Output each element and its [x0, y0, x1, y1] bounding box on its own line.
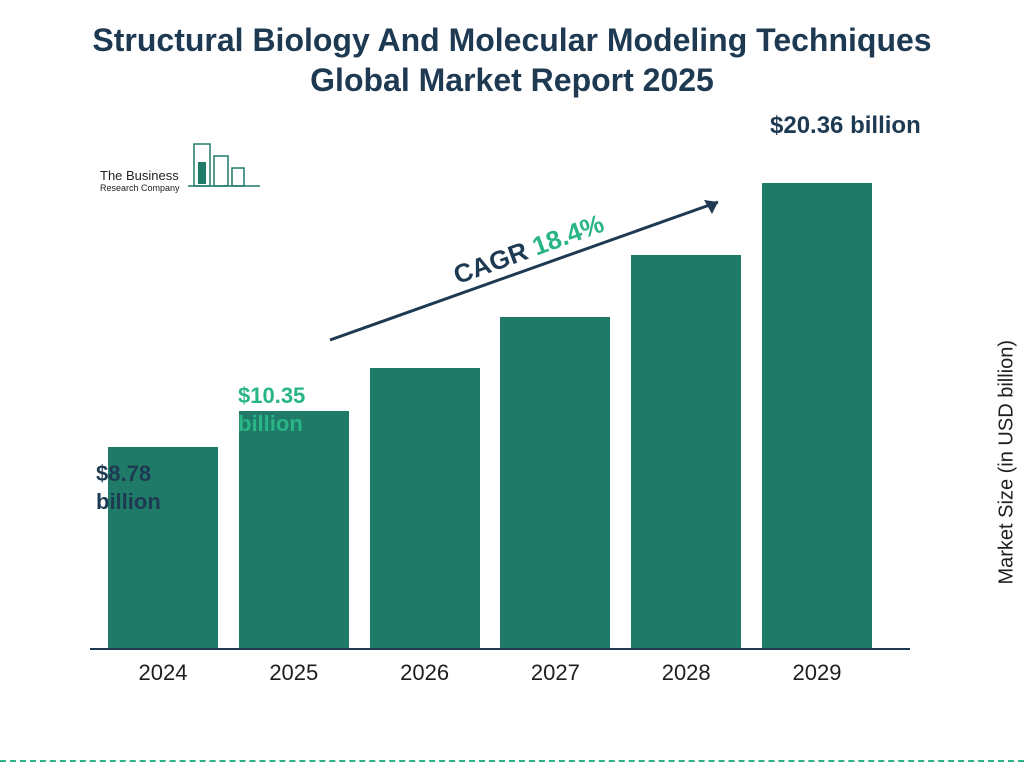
x-label: 2029 [762, 654, 872, 690]
bar [762, 183, 872, 648]
x-axis-labels: 2024 2025 2026 2027 2028 2029 [90, 654, 890, 690]
value-label-2025: $10.35 billion [238, 382, 305, 437]
x-label: 2026 [370, 654, 480, 690]
value-label-2029: $20.36 billion [770, 112, 921, 140]
chart-title: Structural Biology And Molecular Modelin… [0, 20, 1024, 100]
x-label: 2025 [239, 654, 349, 690]
x-label: 2027 [500, 654, 610, 690]
value-label-2024: $8.78 billion [96, 460, 161, 515]
bar [239, 411, 349, 648]
bar [370, 368, 480, 648]
trend-arrow-icon [320, 190, 740, 370]
bottom-dashed-line [0, 760, 1024, 762]
x-label: 2024 [108, 654, 218, 690]
y-axis-label: Market Size (in USD billion) [996, 340, 1019, 585]
bar-2029 [762, 183, 872, 648]
bar-2026 [370, 368, 480, 648]
x-axis-line [90, 648, 910, 650]
cagr-annotation: CAGR 18.4% [320, 190, 740, 350]
x-label: 2028 [631, 654, 741, 690]
bar-2025 [239, 411, 349, 648]
